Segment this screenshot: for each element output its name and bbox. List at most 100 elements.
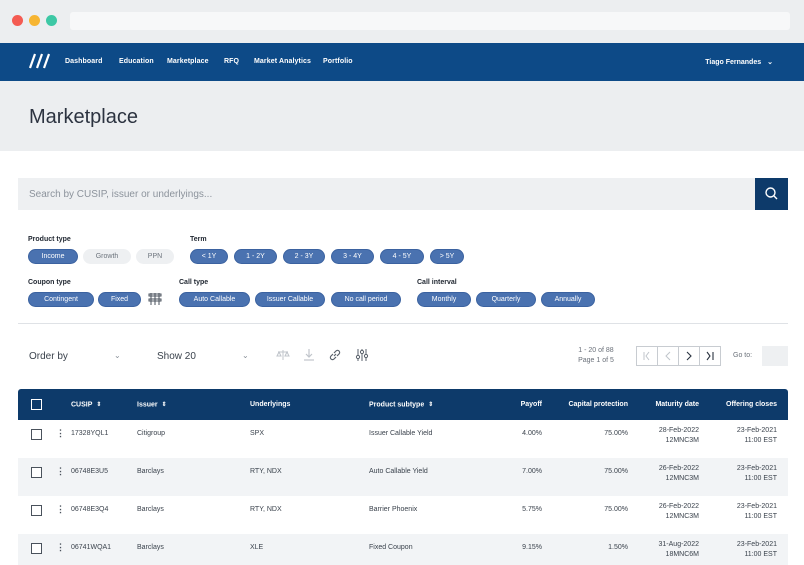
- close-window-button[interactable]: [12, 15, 23, 26]
- link-icon[interactable]: [328, 348, 342, 362]
- chip-term-3-4y[interactable]: 3 - 4Y: [331, 249, 374, 264]
- user-menu[interactable]: Tiago Fernandes ⌄: [705, 58, 773, 66]
- download-icon[interactable]: [302, 348, 316, 362]
- more-options-icon[interactable]: ⋮: [56, 466, 65, 476]
- search-button[interactable]: [755, 178, 788, 210]
- chip-call-issuer[interactable]: Issuer Callable: [255, 292, 325, 307]
- row-checkbox[interactable]: [31, 429, 42, 440]
- last-page-icon: [706, 351, 714, 361]
- window-chrome: [0, 0, 804, 43]
- cell-product-subtype: Barrier Phoenix: [369, 506, 418, 513]
- chip-product-income[interactable]: Income: [28, 249, 78, 264]
- row-checkbox[interactable]: [31, 467, 42, 478]
- search-input[interactable]: [18, 178, 755, 210]
- cell-cusip: 06748E3Q4: [71, 506, 109, 513]
- chip-product-ppn[interactable]: PPN: [136, 249, 174, 264]
- cell-maturity: 31-Aug-2022 18MNC6M: [658, 541, 699, 558]
- chip-call-auto[interactable]: Auto Callable: [179, 292, 250, 307]
- select-all-checkbox[interactable]: [31, 399, 42, 410]
- column-settings-icon[interactable]: [355, 348, 369, 362]
- chip-interval-annually[interactable]: Annually: [541, 292, 595, 307]
- compare-icon[interactable]: [276, 348, 290, 362]
- cell-cusip: 06748E3U5: [71, 468, 108, 475]
- first-page-button[interactable]: [636, 346, 658, 366]
- chip-term-4-5y[interactable]: 4 - 5Y: [380, 249, 424, 264]
- sort-icon: ⇕: [428, 402, 434, 408]
- cell-underlyings: XLE: [250, 544, 264, 551]
- call-type-label: Call type: [179, 279, 209, 286]
- chip-coupon-fixed[interactable]: Fixed: [98, 292, 141, 307]
- cell-issuer: Barclays: [137, 506, 164, 513]
- table-row[interactable]: ⋮ 06741WQA1 Barclays XLE Fixed Coupon 9.…: [18, 534, 788, 565]
- column-header-payoff[interactable]: Payoff: [520, 401, 542, 408]
- cell-cusip: 06741WQA1: [71, 544, 112, 551]
- more-options-icon[interactable]: ⋮: [56, 542, 65, 552]
- nav-item-dashboard[interactable]: Dashboard: [65, 58, 103, 65]
- chip-product-growth[interactable]: Growth: [83, 249, 131, 264]
- more-options-icon[interactable]: ⋮: [56, 504, 65, 514]
- nav-item-rfq[interactable]: RFQ: [224, 58, 240, 65]
- page-range: 1 - 20 of 88: [578, 347, 614, 354]
- goto-page-input[interactable]: [762, 346, 788, 366]
- table-row[interactable]: ⋮ 17328YQL1 Citigroup SPX Issuer Callabl…: [18, 420, 788, 458]
- chip-interval-monthly[interactable]: Monthly: [417, 292, 471, 307]
- main-content: Product type Income Growth PPN Term < 1Y…: [0, 151, 804, 565]
- nav-item-market-analytics[interactable]: Market Analytics: [254, 58, 311, 65]
- cell-payoff: 7.00%: [522, 468, 542, 475]
- pagination-info: 1 - 20 of 88 Page 1 of 5: [570, 346, 622, 366]
- cell-product-subtype: Auto Callable Yield: [369, 468, 428, 475]
- nav-item-education[interactable]: Education: [119, 58, 154, 65]
- cell-underlyings: RTY, NDX: [250, 468, 282, 475]
- cell-underlyings: SPX: [250, 430, 265, 437]
- maximize-window-button[interactable]: [46, 15, 57, 26]
- chevron-down-icon: ⌄: [242, 351, 249, 360]
- chip-term-gt5y[interactable]: > 5Y: [430, 249, 464, 264]
- cell-product-subtype: Fixed Coupon: [369, 544, 413, 551]
- column-header-product-subtype[interactable]: Product subtype ⇕: [369, 401, 434, 409]
- cell-capital-protection: 1.50%: [608, 544, 628, 551]
- next-page-button[interactable]: [678, 346, 700, 366]
- cell-offering-closes: 23-Feb-2021 11:00 EST: [736, 427, 777, 444]
- table-row[interactable]: ⋮ 06748E3U5 Barclays RTY, NDX Auto Calla…: [18, 458, 788, 496]
- column-header-offering-closes[interactable]: Offering closes: [726, 401, 777, 408]
- address-bar[interactable]: [70, 12, 790, 30]
- cell-capital-protection: 75.00%: [604, 506, 628, 513]
- user-name: Tiago Fernandes: [705, 59, 762, 66]
- call-interval-label: Call interval: [417, 279, 457, 286]
- column-header-maturity-date[interactable]: Maturity date: [655, 401, 699, 408]
- column-header-issuer[interactable]: Issuer ⇕: [137, 401, 167, 409]
- column-header-cusip[interactable]: CUSIP ⇕: [71, 401, 102, 409]
- order-by-select[interactable]: Order by: [29, 351, 68, 362]
- cell-issuer: Citigroup: [137, 430, 166, 437]
- term-label: Term: [190, 236, 207, 243]
- cell-capital-protection: 75.00%: [604, 430, 628, 437]
- last-page-button[interactable]: [699, 346, 721, 366]
- chip-coupon-contingent[interactable]: Contingent: [28, 292, 94, 307]
- more-options-icon[interactable]: ⋮: [56, 428, 65, 438]
- cell-maturity: 28-Feb-2022 12MNC3M: [658, 427, 699, 444]
- chip-call-no-call-period[interactable]: No call period: [331, 292, 401, 307]
- chevron-down-icon: ⌄: [114, 351, 121, 360]
- page-of: Page 1 of 5: [578, 357, 614, 364]
- cell-cusip: 17328YQL1: [71, 430, 109, 437]
- column-header-capital-protection[interactable]: Capital protection: [568, 401, 628, 408]
- cell-issuer: Barclays: [137, 544, 164, 551]
- nav-item-marketplace[interactable]: Marketplace: [167, 58, 209, 65]
- chip-term-2-3y[interactable]: 2 - 3Y: [283, 249, 325, 264]
- table-row[interactable]: ⋮ 06748E3Q4 Barclays RTY, NDX Barrier Ph…: [18, 496, 788, 534]
- column-header-underlyings[interactable]: Underlyings: [250, 401, 291, 408]
- nav-item-portfolio[interactable]: Portfolio: [323, 58, 353, 65]
- previous-page-button[interactable]: [657, 346, 679, 366]
- cell-capital-protection: 75.00%: [604, 468, 628, 475]
- brand-logo-icon[interactable]: [28, 52, 50, 70]
- minimize-window-button[interactable]: [29, 15, 40, 26]
- barrier-icon[interactable]: [148, 292, 162, 306]
- chip-term-lt1y[interactable]: < 1Y: [190, 249, 228, 264]
- row-checkbox[interactable]: [31, 505, 42, 516]
- chip-interval-quarterly[interactable]: Quarterly: [476, 292, 536, 307]
- cell-payoff: 5.75%: [522, 506, 542, 513]
- show-count-select[interactable]: Show 20: [157, 351, 196, 362]
- row-checkbox[interactable]: [31, 543, 42, 554]
- cell-underlyings: RTY, NDX: [250, 506, 282, 513]
- chip-term-1-2y[interactable]: 1 - 2Y: [234, 249, 277, 264]
